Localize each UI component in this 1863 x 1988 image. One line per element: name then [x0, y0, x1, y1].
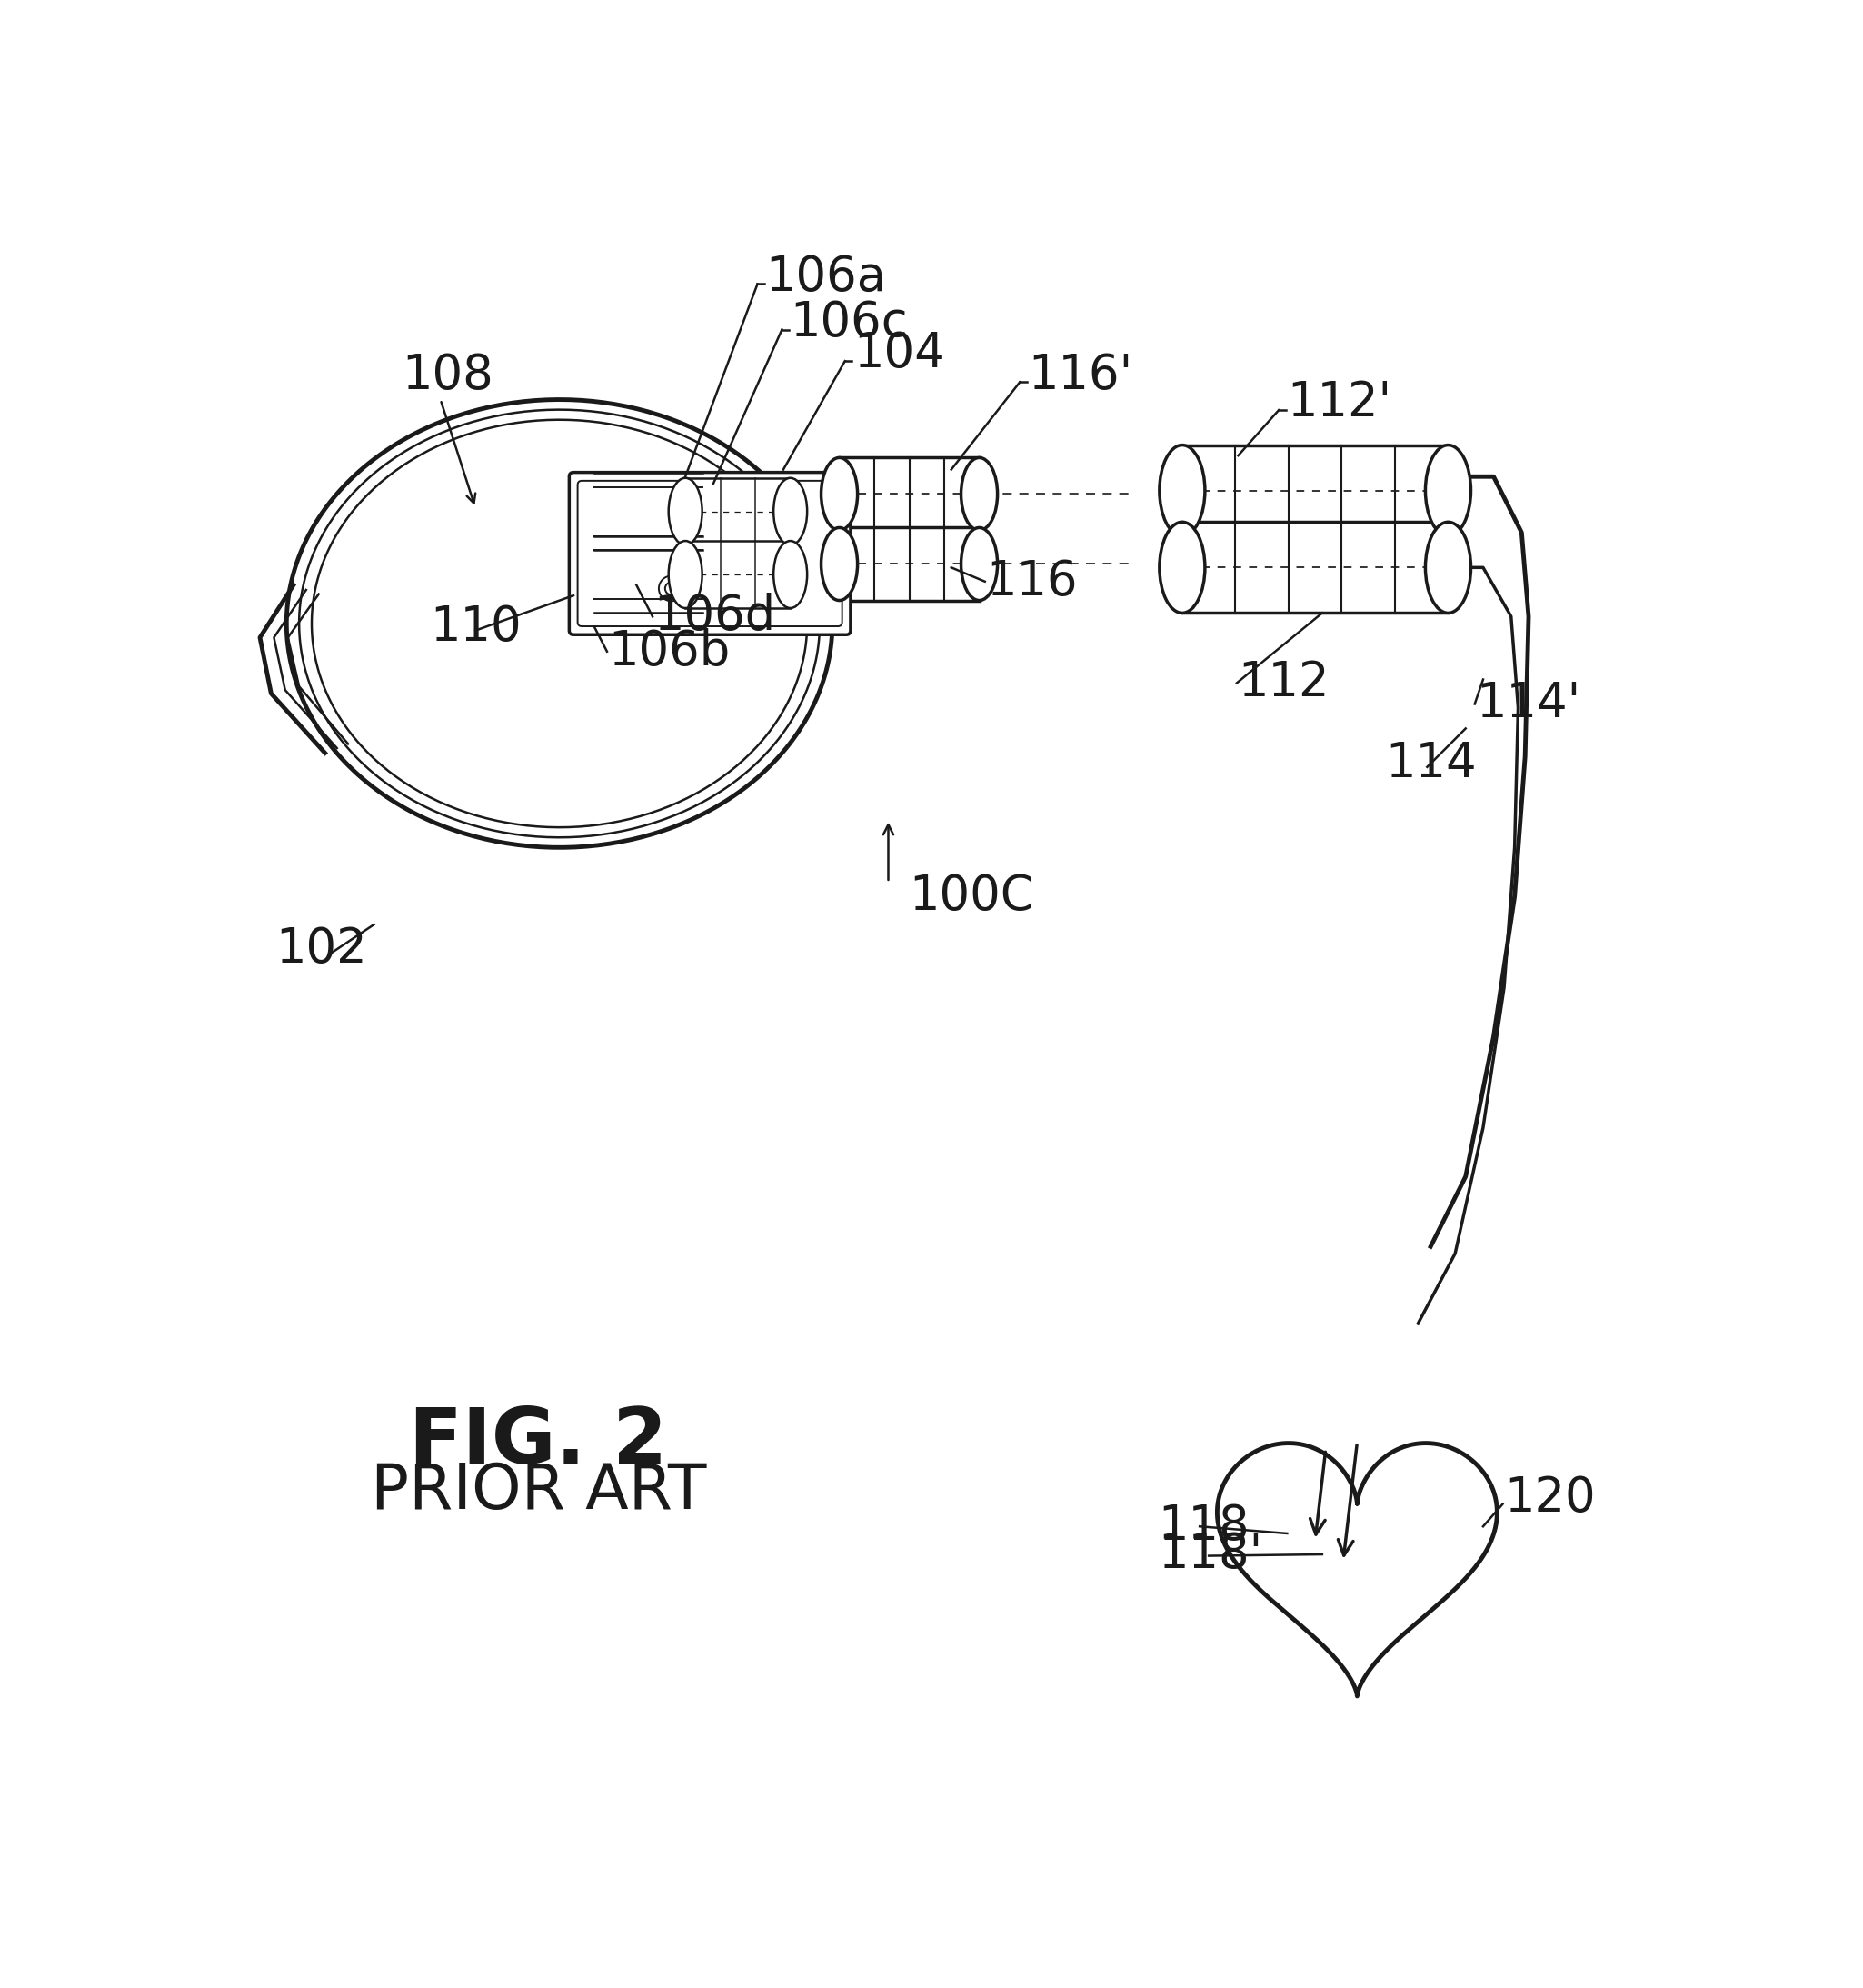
Ellipse shape: [773, 541, 807, 608]
Text: 104: 104: [853, 330, 945, 378]
Text: 114': 114': [1475, 680, 1580, 728]
Text: 106b: 106b: [609, 628, 730, 676]
Circle shape: [665, 582, 678, 594]
Polygon shape: [1217, 1443, 1498, 1696]
Ellipse shape: [1159, 523, 1205, 612]
Ellipse shape: [1425, 523, 1472, 612]
Text: 110: 110: [430, 604, 522, 650]
Text: FIG. 2: FIG. 2: [410, 1406, 667, 1481]
Text: PRIOR ART: PRIOR ART: [371, 1461, 706, 1523]
Text: 106a: 106a: [766, 252, 887, 300]
Ellipse shape: [287, 400, 833, 847]
Ellipse shape: [669, 541, 702, 608]
Circle shape: [660, 577, 684, 600]
Ellipse shape: [1425, 445, 1472, 537]
Text: 112': 112': [1287, 380, 1392, 427]
Bar: [686, 477, 790, 545]
Ellipse shape: [587, 561, 840, 616]
Ellipse shape: [961, 527, 997, 600]
Ellipse shape: [1159, 445, 1205, 537]
Text: 102: 102: [276, 924, 367, 972]
Text: 116: 116: [986, 559, 1077, 604]
Bar: [1183, 445, 1448, 537]
Ellipse shape: [773, 477, 807, 545]
Text: 100C: 100C: [909, 873, 1034, 920]
Text: 114: 114: [1384, 740, 1477, 787]
Text: 116': 116': [1028, 352, 1133, 400]
Bar: [1183, 523, 1448, 612]
Ellipse shape: [822, 527, 857, 600]
Text: 106d: 106d: [654, 592, 775, 640]
Text: 112: 112: [1239, 660, 1330, 706]
Text: 118: 118: [1157, 1503, 1250, 1551]
Ellipse shape: [961, 457, 997, 531]
Bar: [686, 541, 790, 608]
Text: 118': 118': [1157, 1531, 1263, 1578]
Ellipse shape: [669, 477, 702, 545]
FancyBboxPatch shape: [568, 471, 851, 636]
Circle shape: [740, 577, 764, 600]
Bar: [840, 457, 980, 531]
Text: 120: 120: [1503, 1475, 1595, 1523]
Text: 106c: 106c: [790, 298, 909, 346]
Ellipse shape: [822, 457, 857, 531]
Text: 108: 108: [402, 352, 494, 400]
Circle shape: [745, 582, 758, 594]
Bar: [840, 527, 980, 600]
